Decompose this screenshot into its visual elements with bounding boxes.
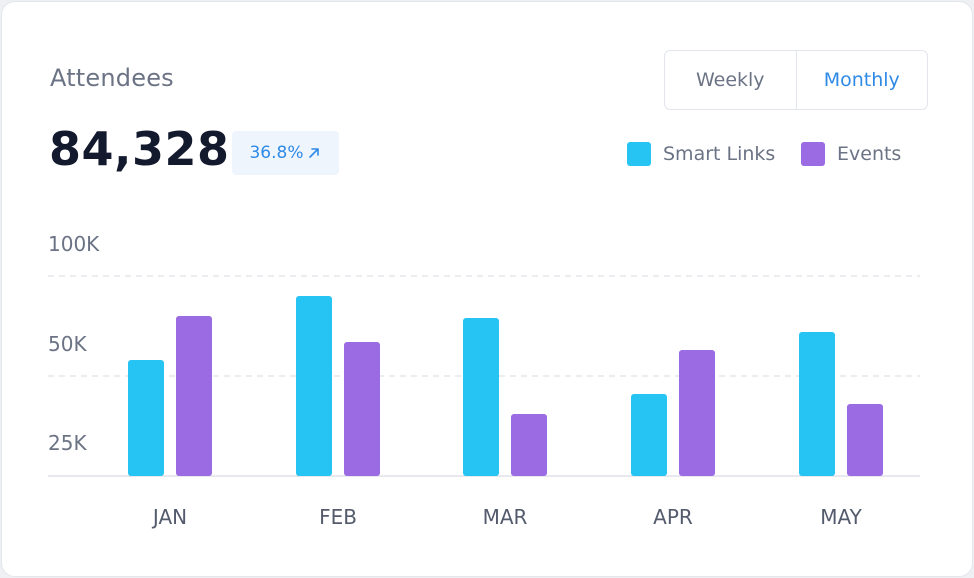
x-tick-label: JAN	[151, 505, 187, 529]
card-title: Attendees	[50, 64, 174, 92]
legend-item-events: Events	[801, 142, 901, 166]
legend-label-events: Events	[837, 143, 902, 165]
change-percent: 36.8%	[249, 143, 304, 163]
y-tick-label: 25K	[48, 431, 87, 455]
smart-links-swatch	[627, 142, 651, 166]
bar-smart-links-feb[interactable]	[296, 296, 332, 476]
bar-smart-links-apr[interactable]	[631, 394, 667, 476]
x-tick-label: MAY	[820, 505, 862, 529]
change-badge: 36.8%	[232, 131, 339, 175]
bar-events-mar[interactable]	[511, 414, 547, 476]
bar-smart-links-mar[interactable]	[463, 318, 499, 476]
bar-events-jan[interactable]	[176, 316, 212, 476]
total-attendees-value: 84,328	[49, 122, 230, 176]
bar-events-feb[interactable]	[344, 342, 380, 476]
y-tick-label: 100K	[48, 232, 100, 256]
bar-smart-links-may[interactable]	[799, 332, 835, 476]
bar-events-may[interactable]	[847, 404, 883, 476]
weekly-toggle-button[interactable]: Weekly	[695, 69, 765, 91]
x-tick-label: MAR	[483, 505, 528, 529]
arrow-up-right-icon	[308, 148, 319, 158]
bar-events-apr[interactable]	[679, 350, 715, 476]
events-swatch	[801, 142, 825, 166]
legend-item-smart-links: Smart Links	[627, 142, 775, 166]
period-toggle: Weekly Monthly	[664, 50, 928, 110]
legend-label-smart-links: Smart Links	[663, 143, 776, 165]
monthly-toggle-button[interactable]: Monthly	[795, 51, 928, 109]
y-tick-label: 50K	[48, 332, 87, 356]
x-tick-label: APR	[653, 505, 693, 529]
bar-smart-links-jan[interactable]	[128, 360, 164, 476]
x-tick-label: FEB	[319, 505, 357, 529]
